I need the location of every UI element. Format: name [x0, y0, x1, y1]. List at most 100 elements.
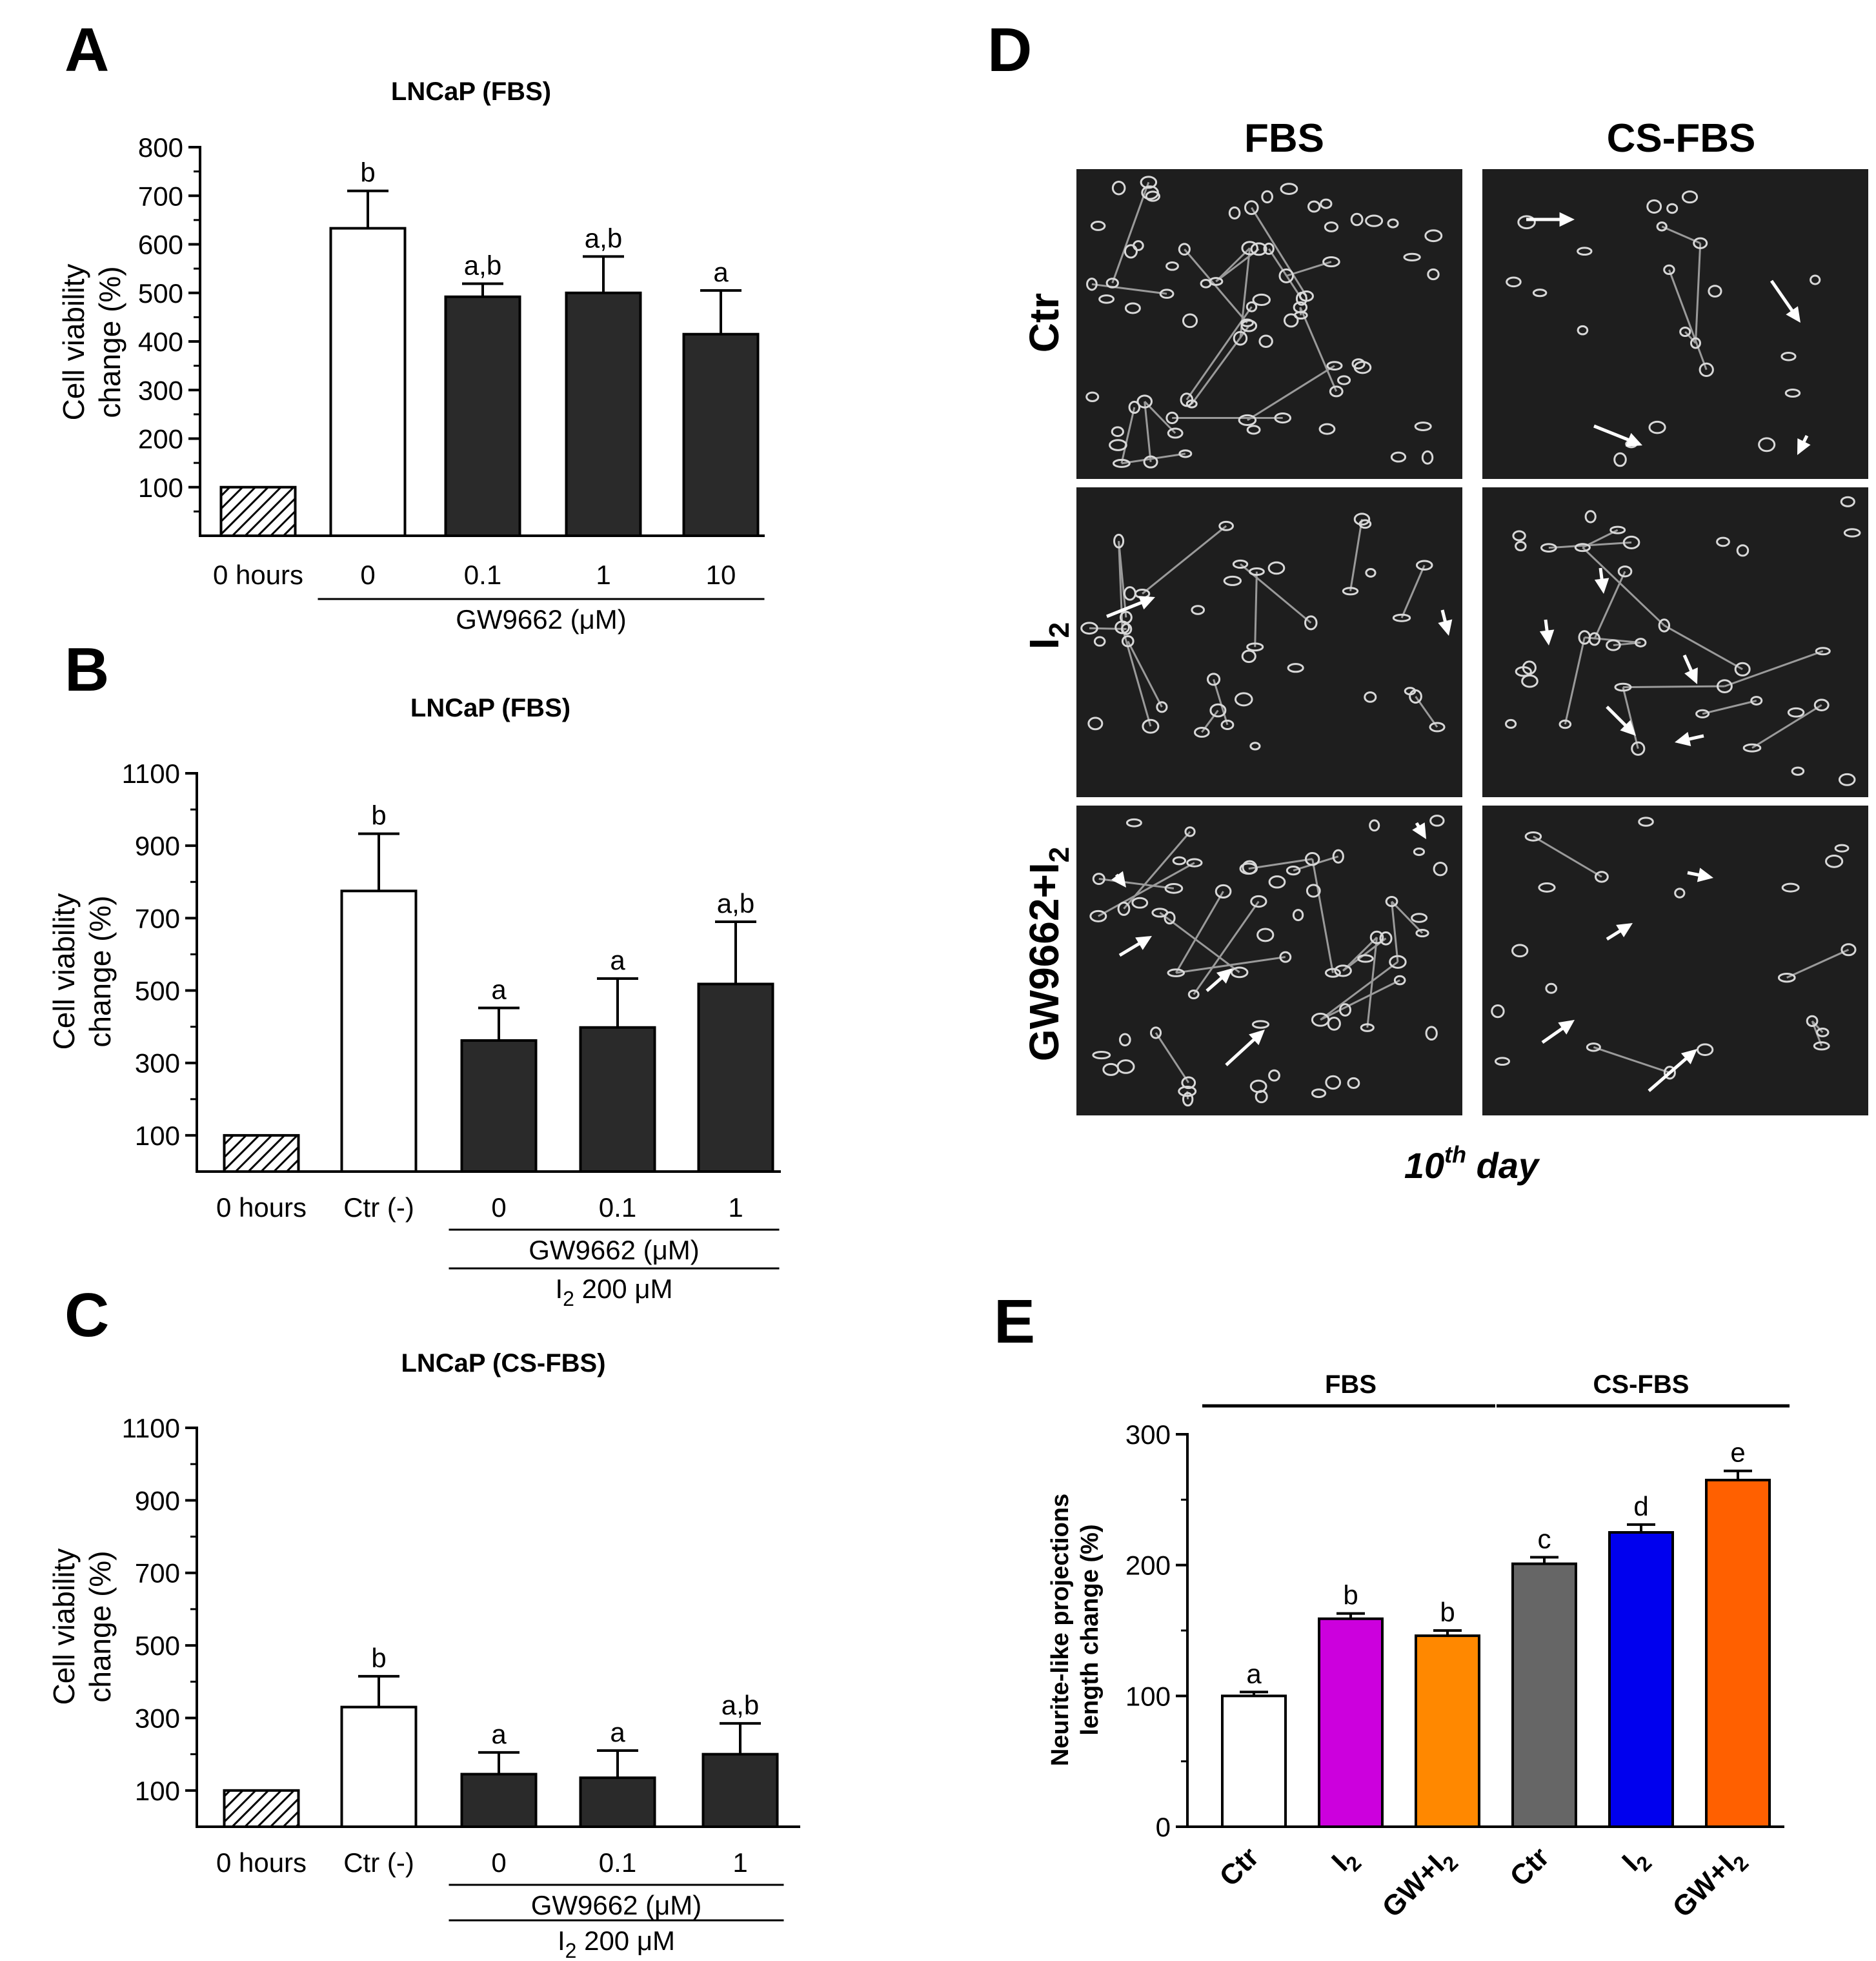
cell	[1113, 458, 1131, 468]
arrow-head	[1438, 619, 1453, 636]
neurite	[1155, 1032, 1190, 1084]
cell	[1750, 696, 1763, 706]
y-tick-label: 0	[1156, 1812, 1171, 1842]
arrow-head	[1559, 212, 1575, 227]
arrow-shaft	[1593, 424, 1634, 443]
panel-label-a: A	[65, 15, 109, 85]
cell	[1098, 294, 1115, 304]
significance-letter: a,b	[585, 223, 622, 253]
cell	[1258, 334, 1273, 348]
cell	[1421, 450, 1434, 465]
neurite	[1120, 407, 1136, 464]
cell	[1387, 218, 1399, 229]
y-axis-label-line: Neurite-like projections	[1047, 1494, 1074, 1766]
cell	[1586, 1042, 1601, 1052]
cell	[1545, 982, 1558, 994]
cell	[1113, 533, 1125, 549]
arrow-head	[1111, 871, 1126, 888]
cell	[1609, 525, 1626, 534]
x-tick-label: 0.1	[599, 1192, 636, 1223]
cell	[1241, 649, 1256, 664]
y-tick-label: 900	[135, 831, 180, 861]
cell	[1250, 242, 1267, 256]
cell	[1409, 689, 1422, 704]
cell	[1614, 682, 1632, 692]
group-label: GW9662 (μM)	[456, 604, 627, 635]
cell	[1178, 243, 1191, 256]
arrow-shaft	[1541, 1024, 1568, 1044]
cell	[1734, 662, 1751, 676]
cell	[1307, 200, 1321, 213]
bar	[1511, 1562, 1577, 1828]
cell	[1353, 513, 1371, 526]
y-tick-label: 100	[135, 1121, 180, 1151]
cell	[1697, 1043, 1714, 1056]
cell	[1841, 943, 1857, 957]
cell	[1239, 862, 1258, 875]
cell	[1816, 1028, 1830, 1037]
cell	[1350, 212, 1364, 227]
x-tick-label: I2	[1616, 1841, 1656, 1881]
arrow-shaft	[1225, 1035, 1258, 1066]
micrograph-tile	[1482, 806, 1868, 1115]
cell	[1320, 198, 1333, 209]
y-tick-label: 500	[135, 1631, 180, 1661]
cell	[1646, 199, 1662, 214]
y-tick-label: 300	[135, 1048, 180, 1079]
cell	[1090, 221, 1106, 231]
cell	[1433, 862, 1448, 877]
y-axis-label-line: change (%)	[93, 266, 126, 418]
y-axis-label-line: Cell viability	[47, 1549, 81, 1705]
cell	[1267, 561, 1286, 575]
cell	[1577, 247, 1593, 256]
y-tick-label: 400	[138, 327, 183, 357]
x-tick-main: Ctr	[1504, 1841, 1555, 1893]
cell	[1415, 560, 1433, 571]
cell	[1813, 1041, 1830, 1051]
x-tick-label: 0 hours	[216, 1192, 307, 1223]
panel-label-c: C	[65, 1281, 109, 1350]
cell	[1180, 392, 1194, 407]
cell	[1318, 423, 1336, 435]
panel-label-d: D	[987, 15, 1032, 85]
arrow-shaft	[1770, 279, 1796, 316]
cell	[1635, 638, 1647, 647]
neurite	[1320, 961, 1398, 1021]
cell	[1357, 954, 1374, 963]
cell	[1843, 528, 1861, 538]
cell	[1156, 701, 1168, 713]
cell	[1784, 389, 1801, 398]
neurite	[1098, 862, 1195, 917]
cell	[1325, 1075, 1342, 1090]
group-label: I2 200 μM	[555, 1274, 672, 1310]
arrow-head	[1412, 822, 1426, 839]
neurite	[1248, 858, 1313, 870]
x-tick-label: 0	[491, 1192, 506, 1223]
bar	[579, 1776, 656, 1828]
row-label-i2: I2	[1021, 622, 1075, 649]
cell	[1263, 242, 1275, 255]
bar	[565, 291, 642, 537]
panel-label-b: B	[65, 635, 109, 704]
arrow-head	[1797, 438, 1811, 455]
x-tick-label: GW+I2	[1376, 1841, 1462, 1927]
cell	[1246, 425, 1261, 435]
group-label-main: GW9662 (μM)	[529, 1235, 700, 1265]
cell	[1638, 817, 1654, 827]
arrow-head	[1626, 432, 1642, 447]
cell	[1716, 679, 1733, 694]
cell	[1111, 426, 1124, 438]
cell	[1679, 326, 1691, 337]
cell	[1191, 605, 1205, 615]
cell	[1268, 1069, 1280, 1082]
cell	[1178, 1086, 1197, 1097]
cell	[1622, 535, 1640, 549]
cell	[1151, 908, 1169, 918]
arrow-head	[1786, 306, 1800, 323]
significance-letter: b	[371, 1643, 386, 1673]
arrow-head	[1616, 923, 1633, 937]
significance-letter: a	[713, 257, 729, 287]
chart-c: LNCaP (CS-FBS)Cell viabilitychange (%)10…	[47, 1349, 800, 1961]
cell	[1810, 274, 1821, 285]
cell	[1658, 618, 1671, 633]
